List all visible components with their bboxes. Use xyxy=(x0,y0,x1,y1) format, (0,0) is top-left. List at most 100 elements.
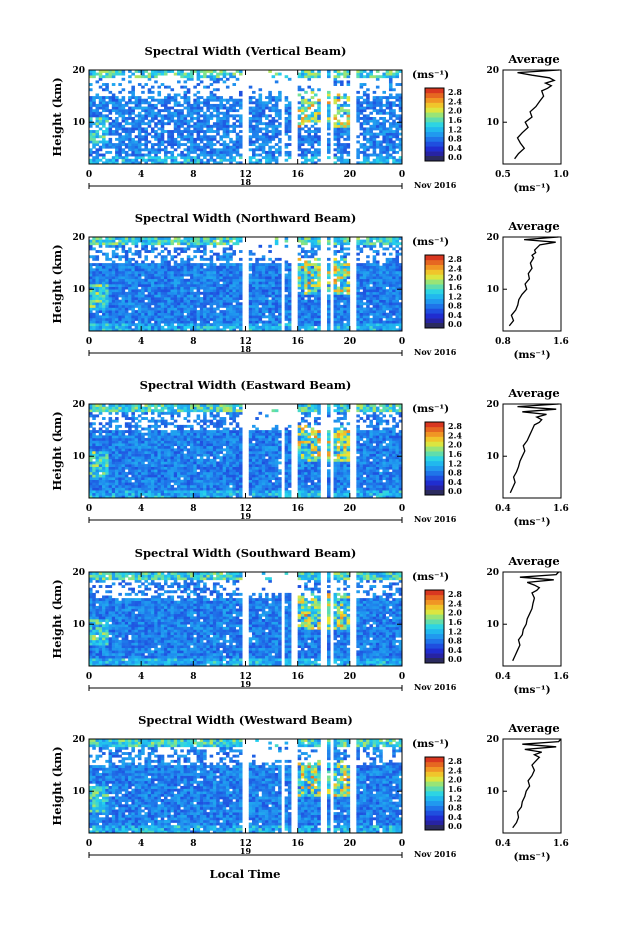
heatmap-cell xyxy=(212,312,217,316)
heatmap-cell xyxy=(111,75,116,79)
heatmap-cell xyxy=(304,242,308,246)
heatmap-cell xyxy=(346,312,351,316)
heatmap-cell xyxy=(297,281,302,285)
heatmap-cell xyxy=(336,119,341,123)
heatmap-cell xyxy=(375,263,380,267)
colorbar-tick-label: 0.8 xyxy=(448,134,462,144)
heatmap-cell xyxy=(300,109,305,113)
heatmap-cell xyxy=(340,278,344,282)
heatmap-cell xyxy=(268,137,272,141)
heatmap-cell xyxy=(235,119,240,123)
heatmap-cell xyxy=(392,281,396,285)
heatmap-cell xyxy=(102,135,106,139)
heatmap-cell xyxy=(183,75,188,79)
heatmap-cell xyxy=(131,90,135,94)
heatmap-cell xyxy=(209,255,214,259)
heatmap-cell xyxy=(167,323,171,327)
heatmap-cell xyxy=(392,135,396,139)
heatmap-cell xyxy=(128,265,132,269)
heatmap-cell xyxy=(128,276,132,280)
heatmap-cell xyxy=(190,257,194,261)
heatmap-cell xyxy=(183,119,188,123)
heatmap-cell xyxy=(372,323,377,327)
heatmap-cell xyxy=(131,122,135,126)
heatmap-cell xyxy=(128,75,132,79)
heatmap-cell xyxy=(284,284,289,287)
heatmap-cell xyxy=(366,137,370,141)
heatmap-cell xyxy=(118,127,122,131)
heatmap-cell xyxy=(167,281,171,285)
heatmap-cell xyxy=(222,328,227,332)
heatmap-cell xyxy=(225,297,230,300)
heatmap-cell xyxy=(216,317,220,321)
heatmap-cell xyxy=(333,153,338,157)
heatmap-cell xyxy=(278,124,282,128)
heatmap-cell xyxy=(219,276,223,280)
heatmap-cell xyxy=(144,294,148,298)
x-tick-label: 0 xyxy=(86,337,92,347)
heatmap-cell xyxy=(252,101,256,105)
heatmap-cell xyxy=(147,320,152,324)
heatmap-cell xyxy=(274,325,279,329)
heatmap-cell xyxy=(199,135,204,139)
heatmap-cell xyxy=(209,75,214,79)
heatmap-cell xyxy=(193,315,197,319)
heatmap-cell xyxy=(124,315,129,319)
heatmap-cell xyxy=(115,490,119,494)
heatmap-cell xyxy=(147,286,152,290)
colorbar-swatch xyxy=(425,117,444,123)
heatmap-cell xyxy=(340,153,344,157)
heatmap-cell xyxy=(150,109,155,113)
heatmap-cell xyxy=(229,281,233,285)
heatmap-cell xyxy=(265,135,269,139)
heatmap-cell xyxy=(108,328,113,332)
heatmap-cell xyxy=(173,315,178,319)
heatmap-cell xyxy=(167,263,171,267)
heatmap-cell xyxy=(222,106,227,110)
heatmap-cell xyxy=(356,291,360,295)
heatmap-cell xyxy=(209,137,214,141)
heatmap-cell xyxy=(362,495,367,499)
heatmap-cell xyxy=(219,161,223,165)
heatmap-cell xyxy=(369,302,373,306)
heatmap-cell xyxy=(238,156,243,160)
heatmap-cell xyxy=(336,294,341,298)
heatmap-cell xyxy=(232,291,237,295)
heatmap-cell xyxy=(219,143,223,147)
heatmap-cell xyxy=(121,286,126,290)
heatmap-cell xyxy=(284,281,289,285)
heatmap-cell xyxy=(255,260,259,264)
heatmap-cell xyxy=(340,135,344,139)
heatmap-cell xyxy=(212,88,217,92)
colorbar-under xyxy=(425,156,444,161)
heatmap-cell xyxy=(196,77,201,81)
heatmap-cell xyxy=(238,250,243,253)
heatmap-cell xyxy=(95,263,100,267)
heatmap-cell xyxy=(340,122,344,126)
heatmap-cell xyxy=(115,130,119,133)
heatmap-cell xyxy=(356,70,360,73)
heatmap-cell xyxy=(108,270,113,274)
heatmap-cell xyxy=(359,323,364,327)
heatmap-cell xyxy=(271,260,276,264)
heatmap-cell xyxy=(206,286,210,290)
heatmap-cell xyxy=(336,239,341,243)
heatmap-cell xyxy=(366,265,370,269)
heatmap-cell xyxy=(203,257,207,261)
heatmap-cell xyxy=(385,143,390,147)
heatmap-cell xyxy=(398,114,403,118)
heatmap-cell xyxy=(382,490,386,494)
heatmap-cell xyxy=(284,153,289,157)
heatmap-cell xyxy=(362,158,367,162)
heatmap-cell xyxy=(379,244,383,248)
heatmap-cell xyxy=(300,281,305,285)
heatmap-cell xyxy=(222,257,227,261)
heatmap-cell xyxy=(105,297,109,300)
heatmap-cell xyxy=(356,286,360,290)
heatmap-cell xyxy=(147,270,152,274)
heatmap-cell xyxy=(118,317,122,321)
heatmap-cell xyxy=(160,255,165,259)
heatmap-cell xyxy=(261,111,266,115)
heatmap-cell xyxy=(313,323,318,327)
heatmap-cell xyxy=(248,278,253,282)
